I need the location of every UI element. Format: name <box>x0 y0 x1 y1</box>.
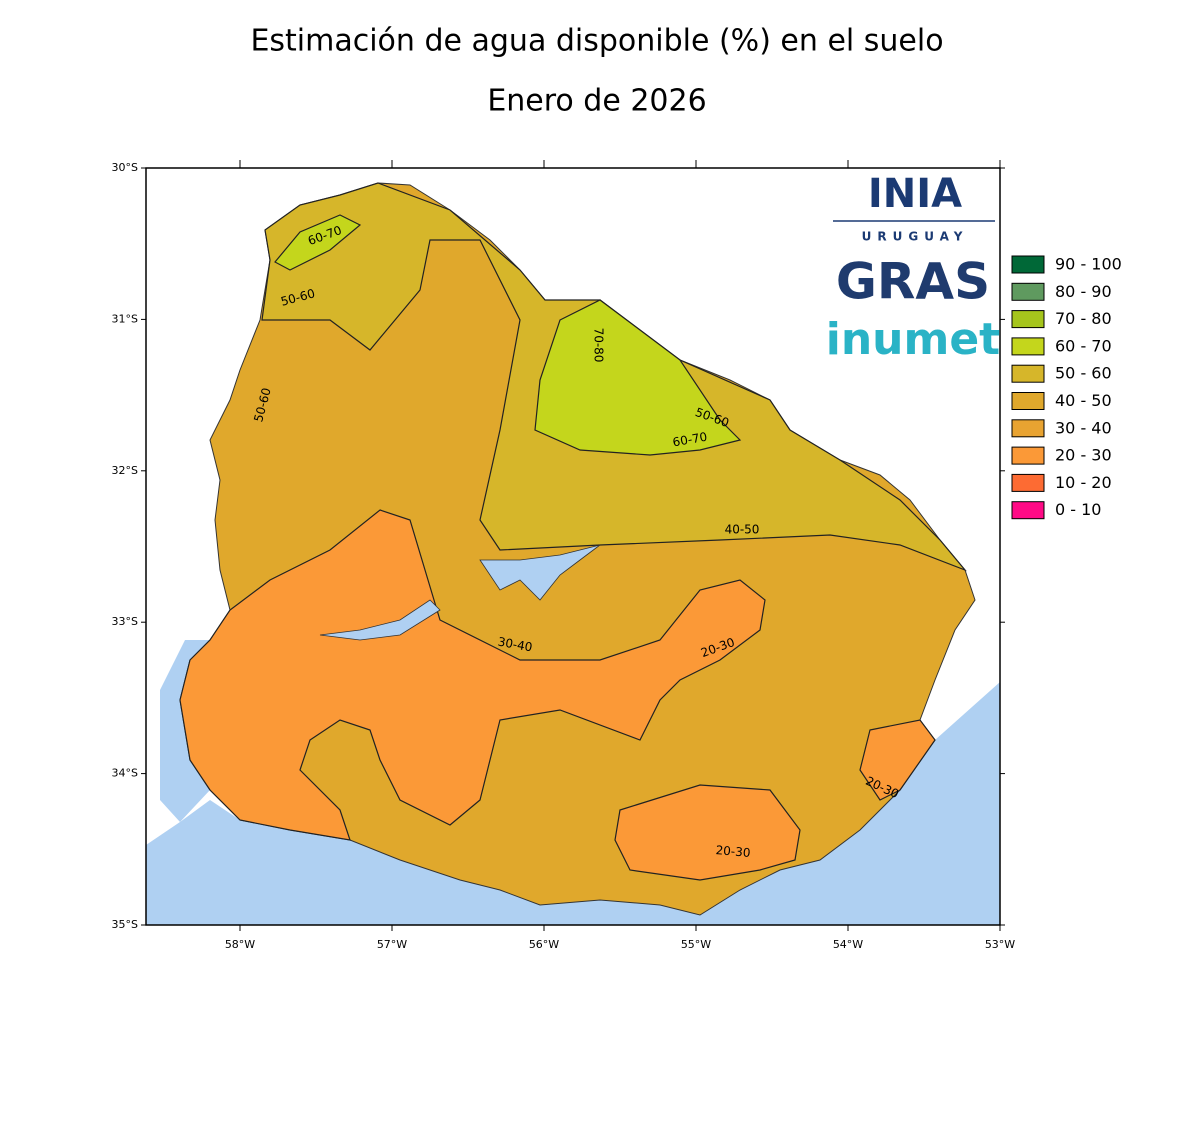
contour-label: 30-40 <box>497 635 534 655</box>
lat-tick-label: 33°S <box>112 615 138 628</box>
legend-swatch <box>1011 392 1045 410</box>
contour-label: 60-70 <box>672 430 709 450</box>
contour-label: 40-50 <box>725 523 760 537</box>
lat-tick-label: 31°S <box>112 312 138 325</box>
subtitle: Enero de 2026 <box>487 84 706 119</box>
legend-swatch <box>1011 473 1045 492</box>
legend-swatch <box>1011 337 1045 356</box>
contour-label: 70-80 <box>592 328 606 363</box>
legend-label: 40 - 50 <box>1055 391 1112 410</box>
legend-label: 0 - 10 <box>1055 500 1101 519</box>
lon-tick-label: 58°W <box>225 938 255 951</box>
legend-label: 90 - 100 <box>1055 255 1122 274</box>
logo-inumet: inumet <box>826 314 1000 365</box>
zone-60-70 <box>274 214 362 271</box>
legend-label: 30 - 40 <box>1055 418 1112 437</box>
legend-swatch <box>1011 364 1045 383</box>
legend-swatch <box>1011 282 1045 301</box>
legend-swatch <box>1011 501 1045 520</box>
zone-20-30 <box>179 509 766 841</box>
lat-tick-label: 34°S <box>112 767 138 780</box>
legend-label: 50 - 60 <box>1055 364 1112 383</box>
lon-tick-label: 55°W <box>681 938 711 951</box>
legend-swatch <box>1011 255 1045 274</box>
reservoir <box>319 599 441 641</box>
lon-tick-label: 57°W <box>377 938 407 951</box>
lat-tick-label: 30°S <box>112 161 138 174</box>
legend-swatch <box>1011 446 1045 465</box>
ocean <box>146 682 1000 925</box>
zone-20-30 <box>614 784 801 881</box>
reservoir <box>479 544 601 601</box>
lat-tick-label: 35°S <box>112 918 138 931</box>
title: Estimación de agua disponible (%) en el … <box>250 24 943 59</box>
map <box>146 182 1000 925</box>
map-frame <box>145 167 1001 926</box>
lon-tick-label: 53°W <box>985 938 1015 951</box>
contour-label: 20-30 <box>715 843 751 860</box>
legend-label: 80 - 90 <box>1055 282 1112 301</box>
legend-label: 20 - 30 <box>1055 446 1112 465</box>
logo-inia: INIA <box>868 171 962 217</box>
logo-gras: GRAS <box>836 253 990 311</box>
legend-swatch <box>1011 419 1045 438</box>
legend-swatch <box>1011 310 1045 329</box>
lat-tick-label: 32°S <box>112 464 138 477</box>
legend-label: 60 - 70 <box>1055 336 1112 355</box>
logo-uruguay: URUGUAY <box>862 230 969 244</box>
zone-20-30 <box>859 719 936 801</box>
lon-tick-label: 56°W <box>529 938 559 951</box>
legend-label: 70 - 80 <box>1055 309 1112 328</box>
zone-60-70 <box>534 299 742 456</box>
legend-label: 10 - 20 <box>1055 473 1112 492</box>
lon-tick-label: 54°W <box>833 938 863 951</box>
